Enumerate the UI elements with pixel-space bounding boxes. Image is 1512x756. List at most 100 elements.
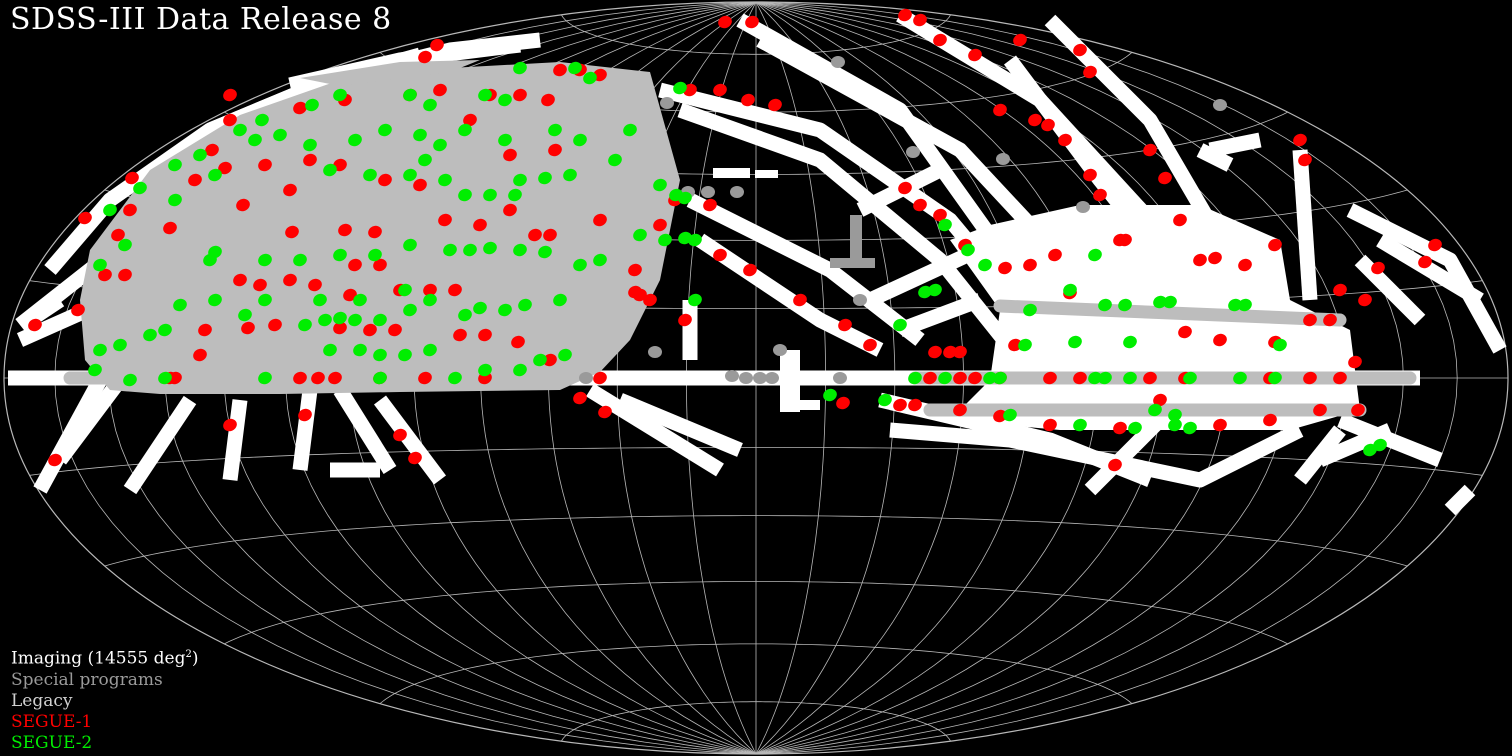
imaging-stripe	[677, 102, 1026, 365]
segue1-plate	[836, 396, 850, 410]
segue2-plate	[398, 348, 412, 362]
imaging-stripe	[1292, 149, 1318, 301]
segue2-plate	[1123, 371, 1137, 385]
segue1-plate	[993, 409, 1007, 423]
legacy-stripe	[300, 60, 480, 86]
special-plate	[833, 372, 847, 384]
legend-segue2: SEGUE-2	[11, 732, 93, 753]
segue1-plate	[78, 211, 92, 225]
segue2-plate	[513, 243, 527, 257]
segue1-plate	[968, 48, 982, 62]
segue1-plate	[1173, 213, 1187, 227]
special-plate	[906, 146, 920, 158]
segue1-plate	[908, 398, 922, 412]
segue1-plate	[553, 63, 567, 77]
segue1-plate	[111, 228, 125, 242]
segue1-plate	[838, 318, 852, 332]
segue1-plate	[928, 345, 942, 359]
legend-legacy: Legacy	[11, 690, 73, 711]
segue1-plate	[373, 258, 387, 272]
segue2-plate	[1018, 338, 1032, 352]
segue1-plate	[1333, 283, 1347, 297]
imaging-stripe	[292, 389, 318, 471]
segue2-plate	[1273, 338, 1287, 352]
special-program-plates	[579, 56, 1227, 384]
segue2-plate	[1163, 295, 1177, 309]
segue1-plate	[388, 323, 402, 337]
segue2-plate	[458, 188, 472, 202]
segue2-plate	[553, 293, 567, 307]
segue1-plate	[408, 451, 422, 465]
segue2-plate	[433, 138, 447, 152]
imaging-stripe	[1084, 414, 1166, 496]
segue2-plate	[323, 343, 337, 357]
segue2-plate	[478, 363, 492, 377]
imaging-stripe	[897, 292, 983, 338]
segue1-plate	[1298, 153, 1312, 167]
segue1-plate	[923, 371, 937, 385]
special-plate	[701, 186, 715, 198]
segue2-plate	[118, 238, 132, 252]
segue2-plate	[448, 371, 462, 385]
segue2-plate	[653, 178, 667, 192]
segue1-plate	[1293, 133, 1307, 147]
segue1-plate	[968, 371, 982, 385]
segue1-plate	[503, 148, 517, 162]
segue1-plate	[1058, 133, 1072, 147]
segue2-plate	[93, 258, 107, 272]
segue2-plate	[583, 71, 597, 85]
segue1-plate	[118, 268, 132, 282]
imaging-stripe	[1337, 413, 1443, 467]
segue1-plate	[343, 288, 357, 302]
imaging-patch	[713, 168, 778, 178]
segue1-plate	[993, 103, 1007, 117]
segue2-plate	[423, 98, 437, 112]
segue1-plate	[678, 313, 692, 327]
segue2-plate	[373, 313, 387, 327]
segue1-plate	[223, 113, 237, 127]
segue1-plate	[598, 405, 612, 419]
segue2-plate	[403, 168, 417, 182]
segue2-plate	[248, 133, 262, 147]
map-title: SDSS-III Data Release 8	[10, 2, 392, 37]
segue1-plate	[513, 88, 527, 102]
parallel-line	[224, 581, 1288, 645]
segue1-plate	[1178, 325, 1192, 339]
segue1-plate	[511, 335, 525, 349]
imaging-stripe	[586, 383, 724, 477]
segue2-plate	[1098, 298, 1112, 312]
segue1-plate	[253, 278, 267, 292]
segue2-plate	[508, 188, 522, 202]
segue1-plate	[543, 353, 557, 367]
segue1-plate	[363, 323, 377, 337]
segue1-plate	[393, 428, 407, 442]
segue1-plate	[628, 263, 642, 277]
segue1-plate	[268, 318, 282, 332]
segue1-plate	[643, 293, 657, 307]
segue2-plate	[418, 153, 432, 167]
segue2-plate	[353, 343, 367, 357]
special-plate	[648, 346, 662, 358]
segue2-plate	[463, 243, 477, 257]
segue1-plate	[1323, 313, 1337, 327]
legend-imaging: Imaging (14555 deg2)	[11, 648, 199, 669]
segue1-plate	[1303, 371, 1317, 385]
segue1-plate	[998, 261, 1012, 275]
segue2-plate	[1168, 418, 1182, 432]
segue1-plate	[953, 403, 967, 417]
segue1-plate	[528, 228, 542, 242]
segue2-plate	[168, 193, 182, 207]
segue2-plate	[548, 123, 562, 137]
segue2-plate	[688, 233, 702, 247]
segue1-plate	[48, 453, 62, 467]
segue1-plate	[308, 278, 322, 292]
segue2-plate	[403, 88, 417, 102]
legend: Imaging (14555 deg2) Special programs Le…	[11, 644, 198, 754]
imaging-stripe	[1444, 484, 1476, 516]
segue2-plate	[1118, 298, 1132, 312]
segue1-plate	[1083, 168, 1097, 182]
segue2-plate	[1063, 283, 1077, 297]
imaging-stripe	[25, 293, 65, 327]
segue1-plate	[71, 303, 85, 317]
segue2-plate	[513, 61, 527, 75]
